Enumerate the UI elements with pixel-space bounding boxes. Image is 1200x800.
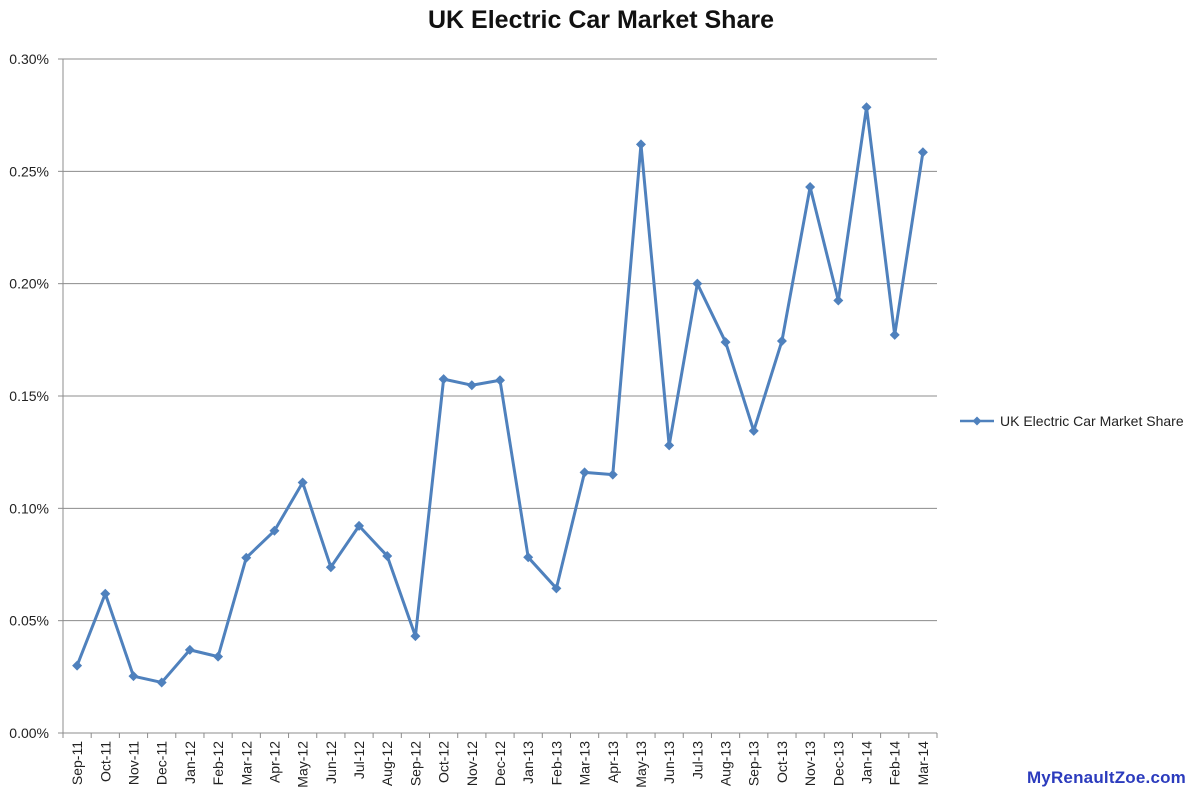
data-point [438, 374, 449, 385]
x-tick-label: Jun-12 [323, 741, 339, 784]
data-point [325, 562, 336, 573]
legend-marker-icon [960, 416, 994, 426]
x-tick-label: Mar-13 [577, 741, 593, 786]
x-tick-label: May-12 [295, 741, 311, 788]
x-tick-label: Jan-13 [520, 741, 536, 784]
data-point [635, 139, 646, 150]
x-tick-label: Sep-12 [407, 741, 423, 786]
x-tick-label: Jul-13 [689, 741, 705, 779]
data-point [551, 583, 562, 594]
chart-title: UK Electric Car Market Share [428, 6, 774, 34]
data-point [664, 440, 675, 451]
data-point [241, 552, 252, 563]
x-tick-label: Feb-12 [210, 741, 226, 786]
legend-label: UK Electric Car Market Share [1000, 413, 1184, 429]
x-tick-label: Aug-13 [718, 741, 734, 786]
y-tick-label: 0.20% [9, 276, 49, 292]
data-point [382, 550, 393, 561]
x-tick-label: Nov-11 [125, 741, 141, 785]
data-point [805, 182, 816, 193]
x-tick-label: Jan-12 [182, 741, 198, 784]
data-point [917, 147, 928, 158]
data-point [607, 469, 618, 480]
data-point [495, 375, 505, 386]
x-tick-label: Nov-12 [464, 741, 480, 786]
data-point [889, 329, 900, 340]
x-tick-label: Mar-14 [915, 741, 931, 786]
x-tick-label: Apr-12 [266, 741, 282, 783]
data-point [692, 278, 703, 289]
y-tick-label: 0.10% [9, 500, 49, 516]
data-point [269, 525, 280, 536]
data-point [466, 380, 477, 391]
x-tick-label: Oct-13 [774, 741, 790, 783]
x-tick-label: Sep-13 [746, 741, 762, 786]
y-tick-label: 0.25% [9, 163, 49, 179]
x-tick-label: Feb-14 [887, 741, 903, 786]
data-point [184, 644, 195, 655]
series-line [75, 105, 925, 684]
x-tick-label: Dec-11 [154, 741, 170, 785]
series-layer [72, 102, 928, 688]
data-point [100, 588, 111, 599]
data-point [297, 477, 308, 488]
axes [58, 58, 938, 738]
x-tick-label: Sep-11 [69, 741, 85, 785]
x-tick-label: Apr-13 [605, 741, 621, 783]
data-point [128, 671, 139, 682]
x-tick-label: Dec-12 [492, 741, 508, 786]
x-tick-label: Mar-12 [238, 741, 254, 786]
tick-labels: 0.00% 0.05% 0.10% 0.15% 0.20% 0.25% 0.30% Sep-1… [9, 51, 931, 788]
x-tick-label: Oct-11 [97, 741, 113, 782]
gridlines [63, 58, 937, 622]
data-point [861, 102, 872, 113]
data-point [579, 467, 590, 478]
y-tick-label: 0.30% [9, 51, 49, 67]
x-tick-label: Aug-12 [379, 741, 395, 786]
y-tick-label: 0.15% [9, 388, 49, 404]
data-point [833, 295, 844, 306]
data-point [523, 552, 534, 563]
x-tick-label: May-13 [633, 741, 649, 788]
y-tick-label: 0.05% [9, 613, 49, 629]
data-point [156, 677, 167, 688]
x-tick-label: Jan-14 [859, 741, 875, 784]
x-tick-label: Jun-13 [661, 741, 677, 784]
x-tick-label: Jul-12 [351, 741, 367, 779]
x-tick-label: Oct-12 [436, 741, 452, 783]
data-point [748, 425, 759, 436]
data-point [354, 520, 365, 531]
legend: UK Electric Car Market Share [960, 413, 1184, 429]
data-point [776, 335, 787, 346]
data-point [410, 631, 421, 642]
data-point [213, 651, 224, 662]
watermark: MyRenaultZoe.com [1026, 768, 1186, 787]
y-tick-label: 0.00% [9, 725, 49, 741]
x-tick-label: Nov-13 [802, 741, 818, 786]
data-point [72, 660, 83, 671]
x-tick-label: Feb-13 [548, 741, 564, 786]
data-point [720, 337, 731, 348]
x-tick-label: Dec-13 [830, 741, 846, 786]
